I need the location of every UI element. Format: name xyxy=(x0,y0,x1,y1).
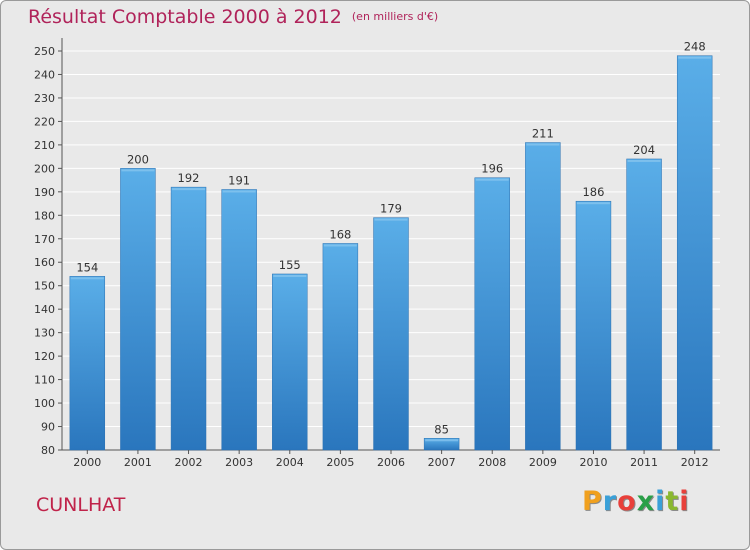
bar-2001 xyxy=(120,168,156,451)
bar-highlight xyxy=(526,143,560,146)
data-label: 191 xyxy=(228,173,250,187)
data-label: 192 xyxy=(178,171,200,185)
y-tick-label: 90 xyxy=(41,421,55,434)
x-tick-label: 2010 xyxy=(579,456,607,469)
logo-letter: r xyxy=(602,486,618,517)
chart-title: Résultat Comptable 2000 à 2012 (en millie… xyxy=(28,6,438,28)
data-label: 186 xyxy=(582,185,604,199)
logo-letter: i xyxy=(655,486,666,517)
bar-highlight xyxy=(172,188,206,191)
data-label: 168 xyxy=(329,227,351,241)
chart-unit-note: (en milliers d'€) xyxy=(351,10,439,23)
bar-highlight xyxy=(70,277,104,280)
y-tick-label: 210 xyxy=(34,139,55,152)
bar-highlight xyxy=(576,202,610,205)
data-label: 196 xyxy=(481,162,503,176)
chart-title-text: Résultat Comptable 2000 à 2012 xyxy=(28,6,342,28)
y-tick-label: 130 xyxy=(34,327,55,340)
data-label: 211 xyxy=(532,127,554,141)
y-tick-label: 170 xyxy=(34,233,55,246)
y-tick-label: 190 xyxy=(34,186,55,199)
data-label: 204 xyxy=(633,143,655,157)
y-tick-label: 100 xyxy=(34,397,55,410)
x-tick-label: 2012 xyxy=(681,456,709,469)
x-tick-label: 2002 xyxy=(175,456,203,469)
bar-highlight xyxy=(374,218,408,221)
y-tick-label: 140 xyxy=(34,303,55,316)
commune-name: CUNLHAT xyxy=(36,494,126,516)
x-tick-label: 2001 xyxy=(124,456,152,469)
logo-letter: x xyxy=(636,486,656,517)
bar-highlight xyxy=(121,169,155,172)
y-tick-label: 150 xyxy=(34,280,55,293)
y-tick-label: 120 xyxy=(34,350,55,363)
bar-highlight xyxy=(323,244,357,247)
logo-letter: P xyxy=(582,486,603,517)
bar-2005 xyxy=(322,243,359,451)
x-tick-label: 2007 xyxy=(428,456,456,469)
y-tick-label: 200 xyxy=(34,162,55,175)
x-tick-label: 2008 xyxy=(478,456,506,469)
bar-2002 xyxy=(170,186,207,451)
y-tick-label: 250 xyxy=(34,45,55,58)
data-label: 200 xyxy=(127,152,149,166)
data-label: 248 xyxy=(684,40,706,54)
bar-2003 xyxy=(221,189,257,451)
y-tick-label: 230 xyxy=(34,92,55,105)
proxiti-logo: Proxiti xyxy=(582,486,690,517)
data-label: 85 xyxy=(434,422,449,436)
x-tick-label: 2011 xyxy=(630,456,658,469)
bar-2008 xyxy=(474,177,510,451)
bar-highlight xyxy=(627,159,661,162)
logo-letter: t xyxy=(665,486,680,517)
data-label: 155 xyxy=(279,258,301,272)
bar-2010 xyxy=(575,200,612,451)
bar-2006 xyxy=(373,217,409,451)
bar-highlight xyxy=(222,190,256,193)
bar-highlight xyxy=(425,439,459,442)
x-tick-label: 2009 xyxy=(529,456,557,469)
logo-letter: i xyxy=(679,486,690,517)
bar-2009 xyxy=(525,142,561,451)
x-tick-label: 2004 xyxy=(276,456,304,469)
data-label: 179 xyxy=(380,202,402,216)
data-label: 154 xyxy=(76,260,98,274)
y-tick-label: 110 xyxy=(34,374,55,387)
bar-highlight xyxy=(273,274,307,277)
bar-2000 xyxy=(69,276,106,451)
x-tick-label: 2000 xyxy=(73,456,101,469)
bar-2012 xyxy=(676,55,713,451)
y-tick-label: 240 xyxy=(34,68,55,81)
logo-letter: o xyxy=(617,486,637,517)
y-tick-label: 180 xyxy=(34,209,55,222)
y-tick-label: 80 xyxy=(41,444,55,457)
x-tick-label: 2005 xyxy=(326,456,354,469)
y-tick-label: 220 xyxy=(34,115,55,128)
bar-highlight xyxy=(475,178,509,181)
bar-2011 xyxy=(626,158,662,451)
x-tick-label: 2006 xyxy=(377,456,405,469)
x-tick-label: 2003 xyxy=(225,456,253,469)
bar-2004 xyxy=(272,273,308,451)
y-tick-label: 160 xyxy=(34,256,55,269)
bar-highlight xyxy=(678,56,712,59)
